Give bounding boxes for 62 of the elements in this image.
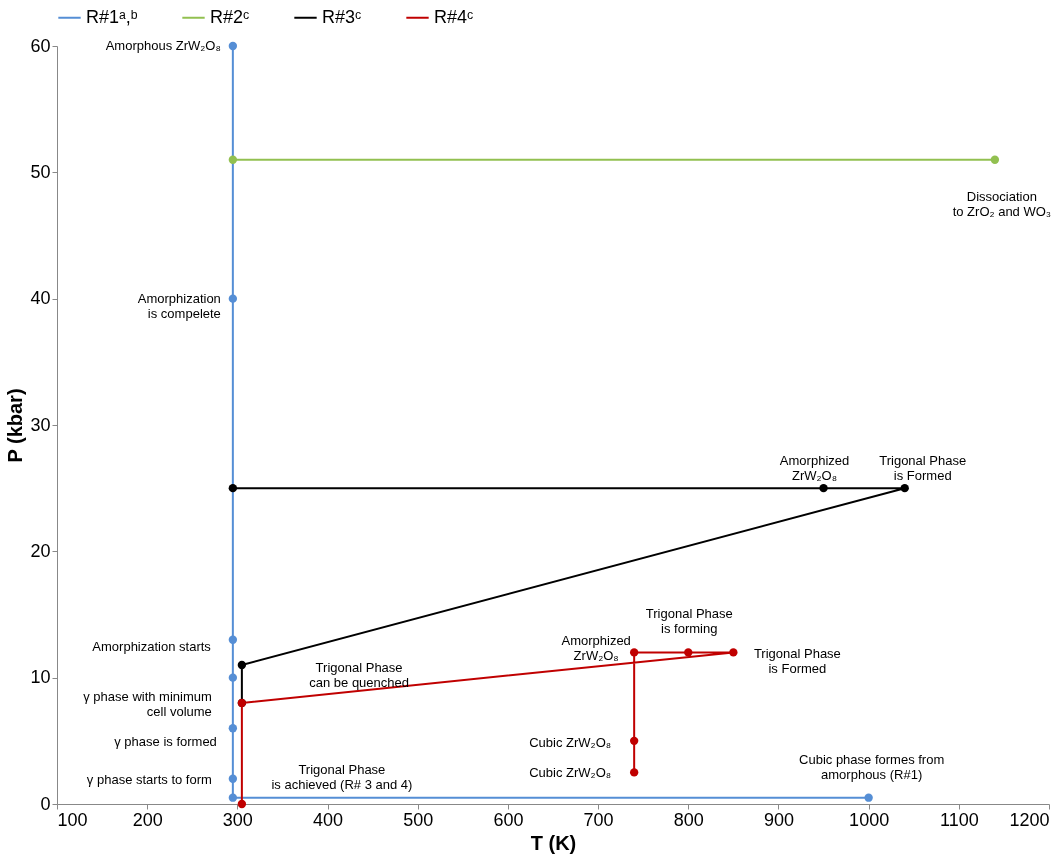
point (990, 155, 1000, 164)
y-tick-label: 50 (30, 161, 51, 182)
annotation: Dissociation to ZrO₂ and WO₃ (952, 188, 1052, 219)
x-tick-label: 1100 (939, 809, 979, 830)
x-tick-label: 600 (493, 809, 524, 830)
x-tick-label: 800 (673, 809, 704, 830)
annotation: γ phase is formed (114, 734, 217, 750)
x-tick-label: 900 (763, 809, 794, 830)
y-axis-title: P (kbar) (4, 388, 27, 463)
annotation: γ phase with minimum cell volume (83, 688, 212, 719)
annotation: Cubic phase formes from amorphous (R#1) (799, 751, 945, 782)
point (228, 294, 238, 303)
point (228, 635, 238, 644)
legend-label: R#4ᶜ (434, 6, 474, 27)
point (729, 648, 738, 657)
annotation: Trigonal Phase is forming (645, 606, 733, 637)
x-tick-label: 1200 (1009, 809, 1050, 830)
annotation: Amorphized ZrW₂O₈ (779, 453, 850, 484)
point (629, 768, 639, 777)
point (228, 483, 238, 493)
annotation: Cubic ZrW₂O₈ (529, 734, 612, 750)
annotation: Amorphization starts (92, 638, 212, 654)
y-tick-label: 10 (30, 667, 51, 688)
x-axis-title: T (K) (530, 831, 577, 854)
x-tick-label: 100 (57, 809, 88, 830)
point (228, 793, 238, 802)
x-tick-label: 500 (403, 809, 434, 830)
annotation: Trigonal Phase is achieved (R# 3 and 4) (271, 762, 413, 792)
y-tick-label: 40 (30, 288, 51, 309)
point (684, 648, 693, 657)
annotation: Amorphized ZrW₂O₈ (561, 633, 631, 664)
x-tick-label: 700 (583, 809, 614, 830)
y-tick-label: 30 (30, 414, 51, 435)
annotation: Trigonal Phase is Formed (879, 453, 967, 484)
point (900, 483, 909, 493)
x-tick-label: 200 (132, 809, 163, 830)
point (228, 774, 238, 783)
point (228, 673, 238, 682)
point (237, 660, 247, 670)
annotation: Cubic ZrW₂O₈ (529, 765, 612, 781)
annotation: Trigonal Phase is Formed (753, 646, 841, 677)
legend-label: R#1ᵃ,ᵇ (86, 6, 138, 27)
point (228, 724, 238, 733)
point (228, 155, 238, 164)
point (237, 799, 247, 809)
point (629, 648, 639, 657)
legend-label: R#3ᶜ (322, 6, 362, 27)
point (864, 793, 873, 802)
point (629, 736, 639, 746)
x-tick-label: 300 (222, 809, 253, 830)
point (228, 41, 238, 51)
y-tick-label: 20 (30, 540, 51, 561)
annotation: Trigonal Phase can be quenched (309, 659, 409, 690)
y-tick-label: 0 (40, 793, 51, 814)
y-tick-label: 60 (30, 35, 51, 56)
x-tick-label: 1000 (849, 809, 890, 830)
x-tick-label: 400 (313, 809, 344, 830)
annotation: Amorphization is compelete (137, 290, 221, 321)
annotation: γ phase starts to form (86, 771, 212, 787)
annotation: Amorphous ZrW₂O₈ (105, 38, 221, 53)
point (819, 483, 828, 493)
legend-label: R#2ᶜ (210, 6, 250, 27)
